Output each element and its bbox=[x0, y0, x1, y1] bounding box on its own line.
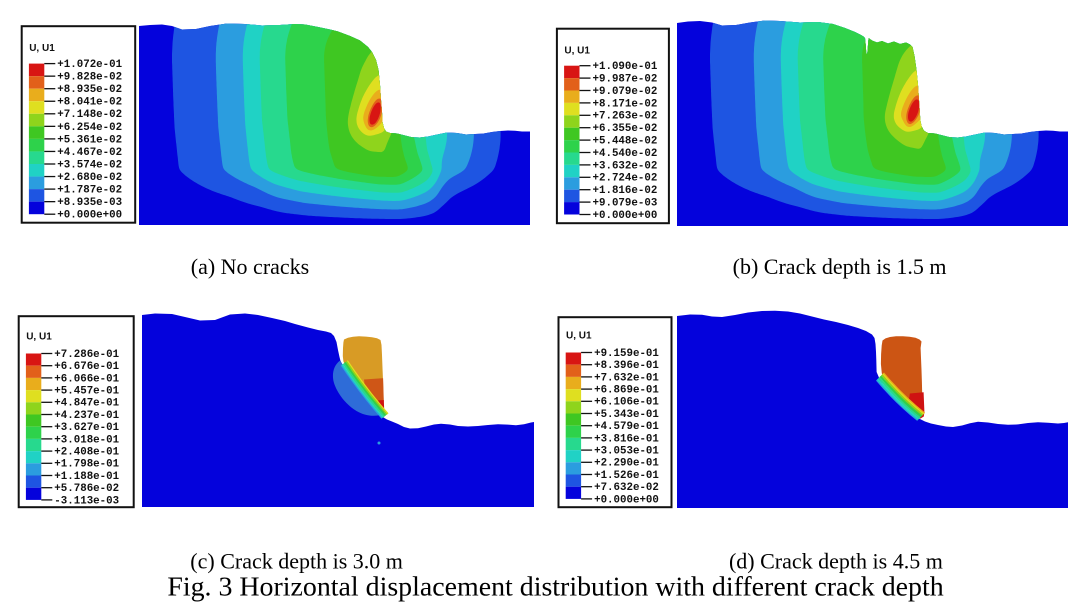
svg-text:+9.987e-02: +9.987e-02 bbox=[593, 74, 658, 86]
svg-text:+4.579e-01: +4.579e-01 bbox=[594, 421, 659, 433]
svg-text:+3.632e-02: +3.632e-02 bbox=[593, 160, 658, 172]
svg-text:+5.448e-02: +5.448e-02 bbox=[593, 136, 658, 148]
svg-text:(d) Crack depth is 4.5 m: (d) Crack depth is 4.5 m bbox=[729, 548, 943, 573]
svg-text:+8.041e-02: +8.041e-02 bbox=[57, 97, 122, 109]
svg-text:+4.237e-01: +4.237e-01 bbox=[54, 410, 119, 422]
svg-text:+5.343e-01: +5.343e-01 bbox=[594, 409, 659, 421]
svg-text:+3.018e-01: +3.018e-01 bbox=[54, 434, 119, 446]
svg-text:+9.159e-01: +9.159e-01 bbox=[594, 348, 659, 360]
svg-text:+6.355e-02: +6.355e-02 bbox=[593, 123, 658, 135]
svg-text:+7.632e-02: +7.632e-02 bbox=[594, 482, 659, 494]
svg-text:+6.106e-01: +6.106e-01 bbox=[594, 397, 659, 409]
svg-text:+0.000e+00: +0.000e+00 bbox=[594, 494, 659, 506]
svg-text:+7.632e-01: +7.632e-01 bbox=[594, 372, 659, 384]
svg-text:+1.526e-01: +1.526e-01 bbox=[594, 470, 659, 482]
svg-text:+1.188e-01: +1.188e-01 bbox=[54, 471, 119, 483]
svg-text:(a) No cracks: (a) No cracks bbox=[191, 254, 310, 279]
svg-text:+2.408e-01: +2.408e-01 bbox=[54, 447, 119, 459]
svg-text:+9.079e-02: +9.079e-02 bbox=[593, 86, 658, 98]
svg-text:+4.540e-02: +4.540e-02 bbox=[593, 148, 658, 160]
svg-text:+0.000e+00: +0.000e+00 bbox=[57, 210, 122, 222]
svg-text:+6.066e-01: +6.066e-01 bbox=[54, 373, 119, 385]
svg-text:+6.254e-02: +6.254e-02 bbox=[57, 122, 122, 134]
svg-text:+2.680e-02: +2.680e-02 bbox=[57, 172, 122, 184]
svg-text:+5.786e-02: +5.786e-02 bbox=[54, 483, 119, 495]
svg-text:+8.396e-01: +8.396e-01 bbox=[594, 360, 659, 372]
svg-text:Fig. 3 Horizontal displacement: Fig. 3 Horizontal displacement distribut… bbox=[167, 572, 943, 603]
svg-text:-3.113e-03: -3.113e-03 bbox=[54, 495, 119, 507]
svg-text:+0.000e+00: +0.000e+00 bbox=[593, 210, 658, 222]
svg-text:(b) Crack depth is 1.5 m: (b) Crack depth is 1.5 m bbox=[733, 254, 947, 279]
svg-text:+8.171e-02: +8.171e-02 bbox=[593, 98, 658, 110]
svg-text:+4.847e-01: +4.847e-01 bbox=[54, 398, 119, 410]
svg-text:U, U1: U, U1 bbox=[566, 331, 592, 342]
svg-text:(c) Crack depth is 3.0 m: (c) Crack depth is 3.0 m bbox=[190, 548, 403, 573]
svg-text:U, U1: U, U1 bbox=[564, 46, 590, 57]
svg-text:+1.090e-01: +1.090e-01 bbox=[593, 61, 658, 73]
svg-text:U, U1: U, U1 bbox=[29, 43, 55, 54]
svg-text:+5.457e-01: +5.457e-01 bbox=[54, 386, 119, 398]
svg-text:+1.072e-01: +1.072e-01 bbox=[57, 59, 122, 71]
svg-text:+1.798e-01: +1.798e-01 bbox=[54, 459, 119, 471]
svg-text:+3.816e-01: +3.816e-01 bbox=[594, 433, 659, 445]
svg-text:+7.263e-02: +7.263e-02 bbox=[593, 111, 658, 123]
svg-text:+1.816e-02: +1.816e-02 bbox=[593, 185, 658, 197]
svg-text:+3.627e-01: +3.627e-01 bbox=[54, 422, 119, 434]
svg-text:+1.787e-02: +1.787e-02 bbox=[57, 185, 122, 197]
svg-text:+8.935e-03: +8.935e-03 bbox=[57, 197, 122, 209]
svg-text:+3.053e-01: +3.053e-01 bbox=[594, 446, 659, 458]
svg-text:+6.869e-01: +6.869e-01 bbox=[594, 385, 659, 397]
svg-text:+2.724e-02: +2.724e-02 bbox=[593, 173, 658, 185]
svg-text:+7.286e-01: +7.286e-01 bbox=[54, 349, 119, 361]
svg-text:+8.935e-02: +8.935e-02 bbox=[57, 84, 122, 96]
svg-text:+9.079e-03: +9.079e-03 bbox=[593, 198, 658, 210]
svg-text:+4.467e-02: +4.467e-02 bbox=[57, 147, 122, 159]
svg-text:+3.574e-02: +3.574e-02 bbox=[57, 159, 122, 171]
svg-text:+5.361e-02: +5.361e-02 bbox=[57, 134, 122, 146]
svg-text:+9.828e-02: +9.828e-02 bbox=[57, 72, 122, 84]
svg-text:U, U1: U, U1 bbox=[26, 332, 52, 343]
svg-text:+6.676e-01: +6.676e-01 bbox=[54, 361, 119, 373]
svg-text:+7.148e-02: +7.148e-02 bbox=[57, 109, 122, 121]
svg-text:+2.290e-01: +2.290e-01 bbox=[594, 458, 659, 470]
